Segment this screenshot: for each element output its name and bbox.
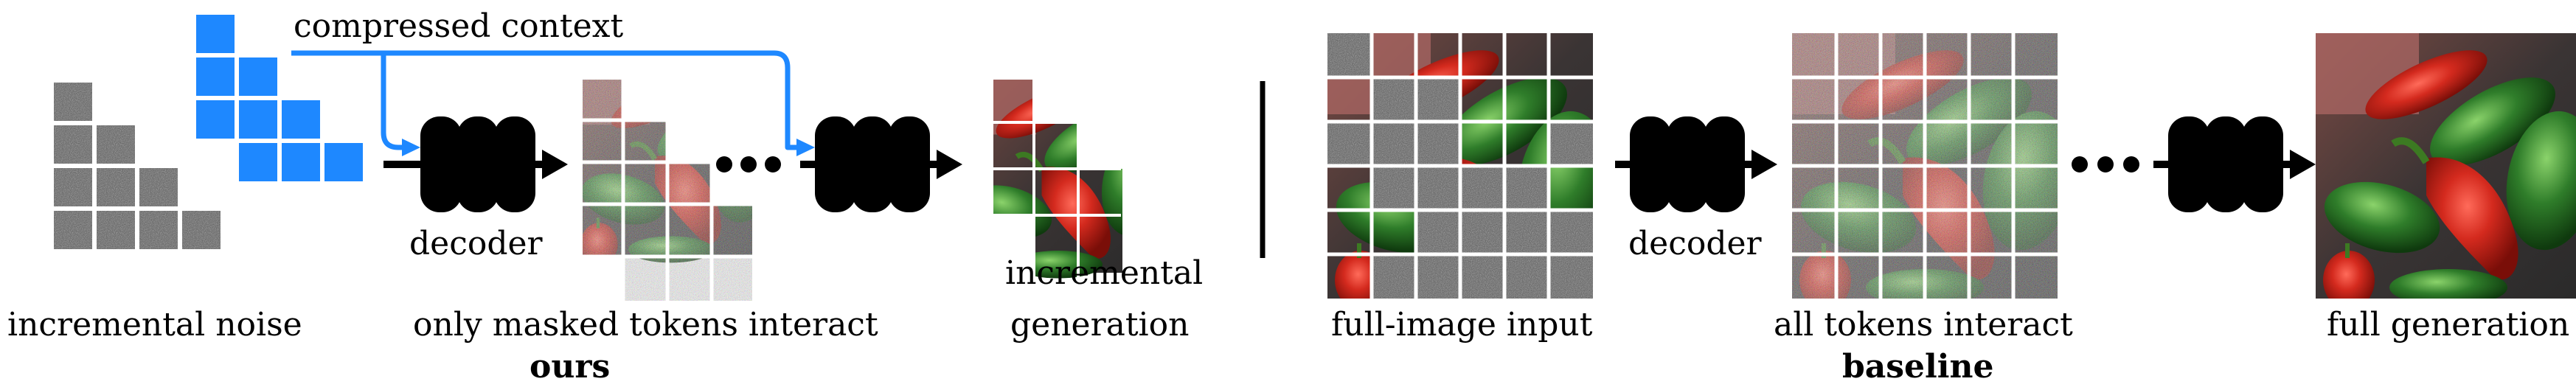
- all-tokens-grid: [1792, 33, 2058, 299]
- context-arrows: [291, 50, 800, 150]
- decoder-block-icon: [383, 116, 568, 212]
- compressed-context-label: compressed context: [294, 7, 623, 45]
- method-label-baseline: baseline: [1842, 348, 1993, 386]
- full-image-input-noise-tiles: [1327, 33, 1593, 299]
- incremental-generation-mask: [988, 80, 1126, 304]
- decoder-block-icon-3: [1615, 116, 1777, 212]
- decoder-block-icon-2: [800, 116, 962, 212]
- full-image-input-grid: [1327, 33, 1593, 299]
- ellipsis-icon-2: [2072, 156, 2139, 172]
- caption-incremental: incremental: [1005, 254, 1203, 292]
- compressed-context-tiles: [196, 15, 363, 181]
- incremental-noise-tiles: [54, 83, 221, 249]
- incremental-generation-gridlines: [993, 80, 1121, 302]
- caption-all-tokens-interact: all tokens interact: [1774, 306, 2073, 344]
- caption-full-image-input: full-image input: [1331, 306, 1593, 344]
- ellipsis-icon: [716, 156, 781, 172]
- decoder-label-right: decoder: [1628, 225, 1763, 262]
- context-arrowheads: [402, 139, 815, 156]
- full-generation-image: [2316, 33, 2576, 310]
- caption-only-masked-interact: only masked tokens interact: [413, 306, 878, 344]
- decoder-label-left: decoder: [409, 225, 544, 262]
- method-label-ours: ours: [530, 348, 610, 386]
- caption-incremental-noise: incremental noise: [7, 306, 302, 344]
- decoder-block-icon-4: [2153, 116, 2316, 212]
- caption-generation: generation: [1010, 306, 1189, 344]
- caption-full-generation: full generation: [2327, 306, 2569, 344]
- masked-tokens-gridlines: [583, 80, 752, 301]
